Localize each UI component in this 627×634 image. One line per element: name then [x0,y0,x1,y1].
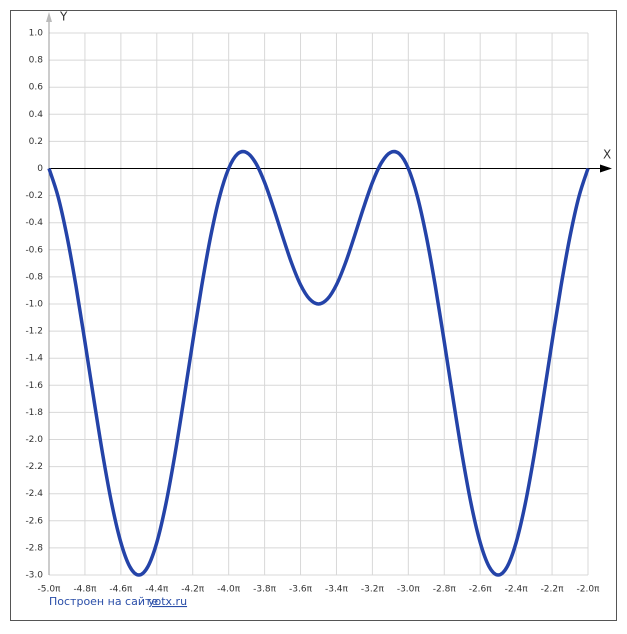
y-tick-label: -0.6 [25,245,43,255]
y-tick-label: -1.4 [25,354,43,364]
x-tick-label: -2.0π [577,585,601,595]
y-tick-label: -3.0 [25,571,43,581]
y-tick-label: -2.0 [25,435,43,445]
x-tick-label: -3.2π [361,585,385,595]
y-tick-label: -2.2 [25,462,43,472]
x-tick-label: -4.4π [145,585,169,595]
y-tick-label: -2.4 [25,489,43,499]
y-tick-label: 0.6 [29,83,44,93]
x-tick-label: -3.0π [397,585,421,595]
y-tick-label: -1.2 [25,327,43,337]
x-tick-label: -3.4π [325,585,349,595]
x-axis-arrow [600,164,612,173]
y-axis-arrow [46,12,52,22]
x-tick-label: -4.6π [109,585,133,595]
y-tick-label: -2.8 [25,543,43,553]
x-tick-label: -3.6π [289,585,313,595]
x-tick-label: -3.8π [253,585,277,595]
y-tick-label: -0.4 [25,218,43,228]
y-tick-label: -1.0 [25,300,43,310]
y-tick-label: -0.2 [25,191,43,201]
credit-link[interactable]: yotx.ru [148,595,187,608]
x-tick-label: -2.2π [541,585,565,595]
x-tick-label: -5.0π [38,585,62,595]
frame [10,10,617,621]
y-tick-label: -0.8 [25,272,43,282]
y-tick-label: 0.4 [29,110,44,120]
x-tick-label: -2.4π [505,585,529,595]
x-axis-label: X [603,148,611,162]
y-tick-label: -1.8 [25,408,43,418]
credit-text: Построен на сайте [49,595,158,608]
y-tick-label: -2.6 [25,516,43,526]
x-tick-label: -2.6π [469,585,493,595]
y-tick-label: 0.8 [29,56,44,66]
y-axis-label: Y [59,10,68,24]
y-tick-label: 0 [37,164,43,174]
x-tick-label: -2.8π [433,585,457,595]
x-tick-label: -4.2π [181,585,205,595]
curve [47,149,590,577]
y-tick-label: 1.0 [29,29,44,39]
y-tick-label: -1.6 [25,381,43,391]
y-tick-label: 0.2 [29,137,43,147]
x-tick-label: -4.8π [73,585,97,595]
x-tick-label: -4.0π [217,585,241,595]
